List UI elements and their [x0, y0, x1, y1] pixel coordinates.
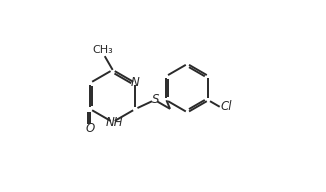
Text: N: N: [131, 75, 140, 89]
Text: Cl: Cl: [221, 100, 232, 113]
Text: NH: NH: [106, 116, 124, 129]
Text: O: O: [85, 122, 95, 135]
Text: S: S: [152, 93, 159, 106]
Text: CH₃: CH₃: [93, 45, 114, 55]
